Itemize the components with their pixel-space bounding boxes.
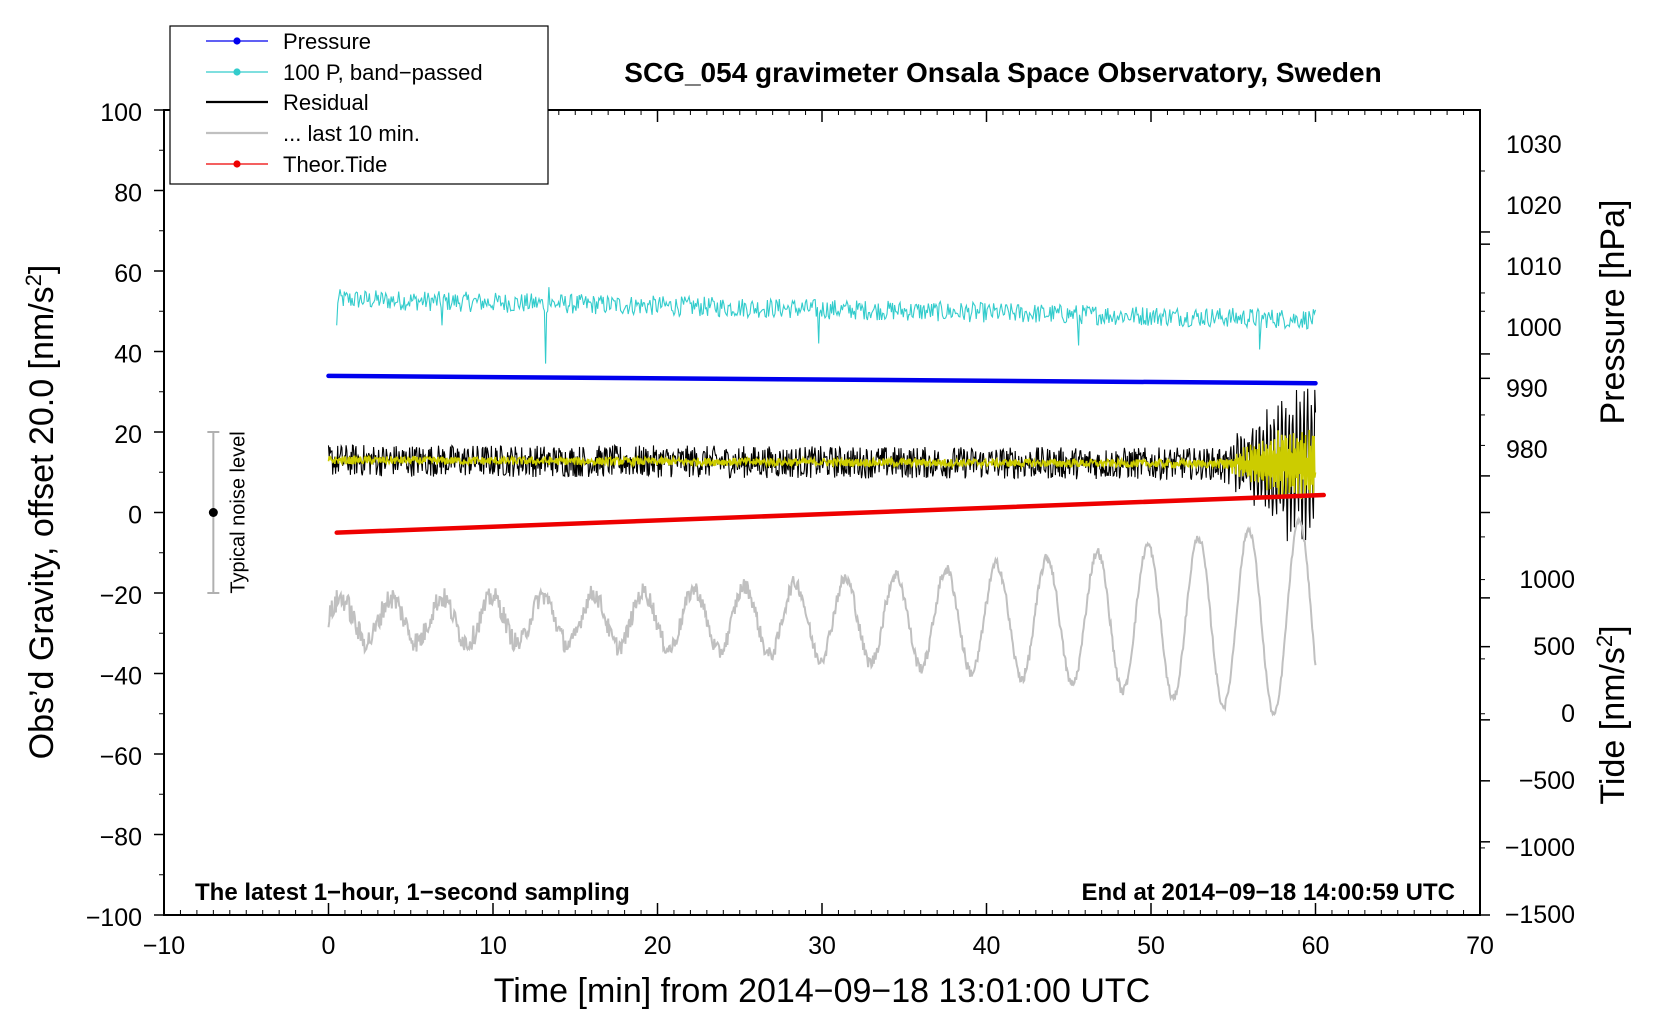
y-tick-label: 40 xyxy=(114,341,142,369)
pressure-tick-labels: 1030 1020 1010 1000 990 980 xyxy=(1506,131,1562,464)
pressure-tick-label: 990 xyxy=(1506,375,1548,403)
legend-label-bandpassed: 100 P, band−passed xyxy=(283,60,483,85)
y-axis-label: Obs’d Gravity, offset 20.0 [nm/s2] xyxy=(21,265,62,760)
legend-marker-pressure xyxy=(233,37,241,45)
legend-box xyxy=(169,25,549,185)
pressure-tick-label: 980 xyxy=(1506,436,1548,464)
tide-tick-label: 0 xyxy=(1561,700,1575,728)
tide-tick-label: −1000 xyxy=(1505,834,1575,862)
x-tick-labels: −10 0 10 20 30 40 50 60 70 xyxy=(143,932,1494,960)
y-tick-label: 60 xyxy=(114,260,142,288)
x-axis-label: Time [min] from 2014−09−18 13:01:00 UTC xyxy=(494,972,1150,1010)
pressure-tick-label: 1010 xyxy=(1506,253,1562,281)
tide-tick-label: −500 xyxy=(1519,767,1575,795)
series-residual-smoothed xyxy=(327,429,1317,500)
x-tick-label: 0 xyxy=(322,932,336,960)
noise-level-indicator xyxy=(207,431,220,594)
pressure-axis-label: Pressure [hPa] xyxy=(1594,200,1632,425)
tide-tick-labels: 1000 500 0 −500 −1000 −1500 xyxy=(1505,566,1575,929)
legend-label-pressure: Pressure xyxy=(283,29,371,54)
x-tick-label: 70 xyxy=(1466,932,1494,960)
y-tick-label: −60 xyxy=(100,743,142,771)
noise-center-dot xyxy=(208,508,218,517)
chart-title: SCG_054 gravimeter Onsala Space Observat… xyxy=(624,57,1381,88)
noise-level-label: Typical noise level xyxy=(227,431,249,593)
series-bandpassed-pressure xyxy=(336,287,1317,364)
series-theoretical-tide xyxy=(334,492,1326,535)
y-tick-label: −80 xyxy=(100,824,142,852)
x-tick-label: −10 xyxy=(143,932,185,960)
tide-tick-label: 1000 xyxy=(1519,566,1575,594)
y-tick-label: 80 xyxy=(114,180,142,208)
legend: Pressure 100 P, band−passed Residual ...… xyxy=(169,25,549,185)
x-tick-label: 60 xyxy=(1302,932,1330,960)
tide-tick-label: −1500 xyxy=(1505,901,1575,929)
legend-marker-bandpassed xyxy=(233,68,241,76)
sampling-note: The latest 1−hour, 1−second sampling xyxy=(195,879,630,906)
x-tick-label: 10 xyxy=(479,932,507,960)
legend-label-residual: Residual xyxy=(283,90,369,115)
tide-axis-label: Tide [nm/s2] xyxy=(1592,625,1633,804)
y-tick-label: 0 xyxy=(128,502,142,530)
pressure-tick-label: 1000 xyxy=(1506,314,1562,342)
x-tick-label: 50 xyxy=(1137,932,1165,960)
legend-label-last10: ... last 10 min. xyxy=(283,121,420,146)
y-tick-label: −40 xyxy=(100,663,142,691)
series-layer xyxy=(326,287,1326,717)
end-time-note: End at 2014−09−18 14:00:59 UTC xyxy=(1081,879,1455,906)
y-tick-label: 20 xyxy=(114,421,142,449)
legend-label-tide: Theor.Tide xyxy=(283,152,387,177)
y-tick-labels: 100 80 60 40 20 0 −20 −40 −60 −80 −100 xyxy=(86,99,142,932)
y-tick-label: 100 xyxy=(100,99,142,127)
series-last-10-min xyxy=(327,515,1317,717)
x-tick-label: 40 xyxy=(973,932,1001,960)
series-pressure xyxy=(326,373,1318,386)
x-tick-label: 20 xyxy=(644,932,672,960)
y-tick-label: −100 xyxy=(86,904,142,932)
tide-tick-label: 500 xyxy=(1533,633,1575,661)
y-tick-label: −20 xyxy=(100,582,142,610)
pressure-tick-label: 1020 xyxy=(1506,192,1562,220)
legend-marker-tide xyxy=(233,160,241,168)
x-tick-label: 30 xyxy=(808,932,836,960)
pressure-tick-label: 1030 xyxy=(1506,131,1562,159)
